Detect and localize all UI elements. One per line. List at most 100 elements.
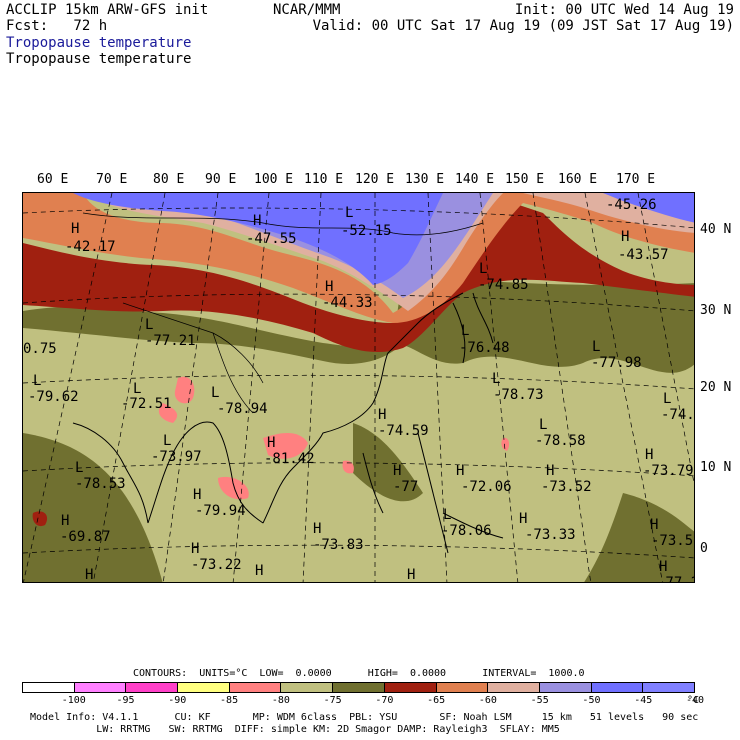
value-label: -78.53	[75, 476, 126, 492]
legend-swatch	[488, 683, 540, 692]
low-marker: L	[492, 371, 500, 387]
value-label: -74.59	[378, 423, 429, 439]
lat-label: 40 N	[700, 222, 732, 237]
value-label: -79.94	[195, 503, 246, 519]
lon-label: 90 E	[205, 172, 237, 187]
high-marker: H	[546, 463, 554, 479]
value-label: -73.97	[151, 449, 202, 465]
lon-label: 150 E	[505, 172, 545, 187]
value-label: -74.9	[661, 407, 695, 423]
warm-patch-sw	[32, 511, 48, 527]
value-label: -43.57	[618, 247, 669, 263]
high-marker: H	[378, 407, 386, 423]
high-marker: H	[519, 511, 527, 527]
value-label: -72.51	[121, 396, 172, 412]
legend-swatch	[591, 683, 644, 692]
lat-label: 10 N	[700, 460, 732, 475]
field-title-colorfill: Tropopause temperature	[6, 35, 192, 51]
value-label: -73.5	[651, 533, 693, 549]
graticule	[23, 193, 694, 582]
lat-label: 20 N	[700, 380, 732, 395]
lon-label: 130 E	[405, 172, 445, 187]
cold-patch-5	[501, 437, 510, 451]
legend-tick-label: -75	[323, 695, 342, 706]
high-marker: H	[71, 221, 79, 237]
field-title-contour: Tropopause temperature	[6, 51, 192, 67]
low-marker: L	[75, 460, 83, 476]
low-marker: L	[539, 417, 547, 433]
legend-swatch	[229, 683, 282, 692]
band-70-65	[23, 203, 694, 353]
low-marker: L	[133, 381, 141, 397]
high-marker: H	[313, 521, 321, 537]
low-marker: L	[163, 433, 171, 449]
legend-swatch	[281, 683, 334, 692]
cold-patch-indochina	[263, 433, 308, 459]
value-label: -76.48	[459, 340, 510, 356]
value-label: -45.26	[606, 197, 657, 213]
value-label: -77.98	[591, 355, 642, 371]
value-label: -52.15	[341, 223, 392, 239]
olive-band-west	[23, 306, 403, 364]
olive-patch-sw	[23, 433, 163, 582]
low-marker: L	[663, 391, 671, 407]
low-marker: L	[33, 373, 41, 389]
low-marker: L	[443, 507, 451, 523]
high-marker: H	[267, 435, 275, 451]
value-label: -73.52	[541, 479, 592, 495]
cold-patch-2	[158, 403, 178, 423]
high-low-markers: H H L H H L L L L L L L L L H L L H H L …	[33, 205, 671, 583]
tropopause-temperature-map: -42.17 -47.55 -52.15 -45.26 -43.57 -44.3…	[22, 192, 695, 583]
lon-label: 60 E	[37, 172, 69, 187]
cold-patch-bay-of-bengal	[174, 376, 195, 404]
map-canvas: -42.17 -47.55 -52.15 -45.26 -43.57 -44.3…	[23, 193, 695, 583]
legend-tick-label: -90	[168, 695, 187, 706]
olive-band-ne	[393, 273, 694, 373]
forecast-hour: Fcst: 72 h	[6, 18, 108, 34]
legend-tick-label: -85	[220, 695, 239, 706]
legend-tick-label: -80	[271, 695, 290, 706]
legend-tick-label: °C	[686, 695, 700, 706]
model-info: Model Info: V4.1.1 CU: KF MP: WDM 6class…	[30, 712, 699, 723]
value-label: -42.17	[65, 239, 116, 255]
value-label: -79.62	[28, 389, 79, 405]
value-label: -74.85	[478, 277, 529, 293]
value-label: -78.58	[535, 433, 586, 449]
low-marker: L	[461, 323, 469, 339]
lon-label: 140 E	[455, 172, 495, 187]
institution: NCAR/MMM	[273, 2, 341, 18]
lon-label: 70 E	[96, 172, 128, 187]
high-marker: H	[193, 487, 201, 503]
lat-label: 30 N	[700, 303, 732, 318]
legend-swatch	[539, 683, 592, 692]
value-label: -81.42	[264, 451, 315, 467]
high-marker: H	[61, 513, 69, 529]
legend-swatch	[74, 683, 127, 692]
legend-swatch	[333, 683, 385, 692]
value-label: -73.83	[313, 537, 364, 553]
legend-swatch	[384, 683, 437, 692]
legend-tick-label: -50	[582, 695, 601, 706]
value-label: -77.21	[145, 333, 196, 349]
high-marker: H	[650, 517, 658, 533]
high-marker: H	[191, 541, 199, 557]
value-labels: -42.17 -47.55 -52.15 -45.26 -43.57 -44.3…	[23, 197, 695, 582]
legend-tick-label: -40	[685, 695, 705, 706]
high-marker: H	[255, 563, 263, 579]
value-label: -47.55	[246, 231, 297, 247]
high-marker: H	[407, 567, 415, 583]
value-label: -78.94	[217, 401, 268, 417]
band-50-45-east	[603, 193, 694, 223]
country-borders	[82, 212, 484, 414]
lon-label: 110 E	[304, 172, 344, 187]
value-label: -73.22	[191, 557, 242, 573]
legend-tick-label: -55	[530, 695, 549, 706]
valid-time: Valid: 00 UTC Sat 17 Aug 19 (09 JST Sat …	[312, 18, 734, 34]
model-title: ACCLIP 15km ARW-GFS init	[6, 2, 209, 18]
legend-tick-label: -100	[61, 695, 86, 706]
low-marker: L	[479, 261, 487, 277]
value-label: -77	[393, 479, 418, 495]
value-label: -78.06	[441, 523, 492, 539]
legend-swatch	[436, 683, 489, 692]
value-label: -78.73	[493, 387, 544, 403]
